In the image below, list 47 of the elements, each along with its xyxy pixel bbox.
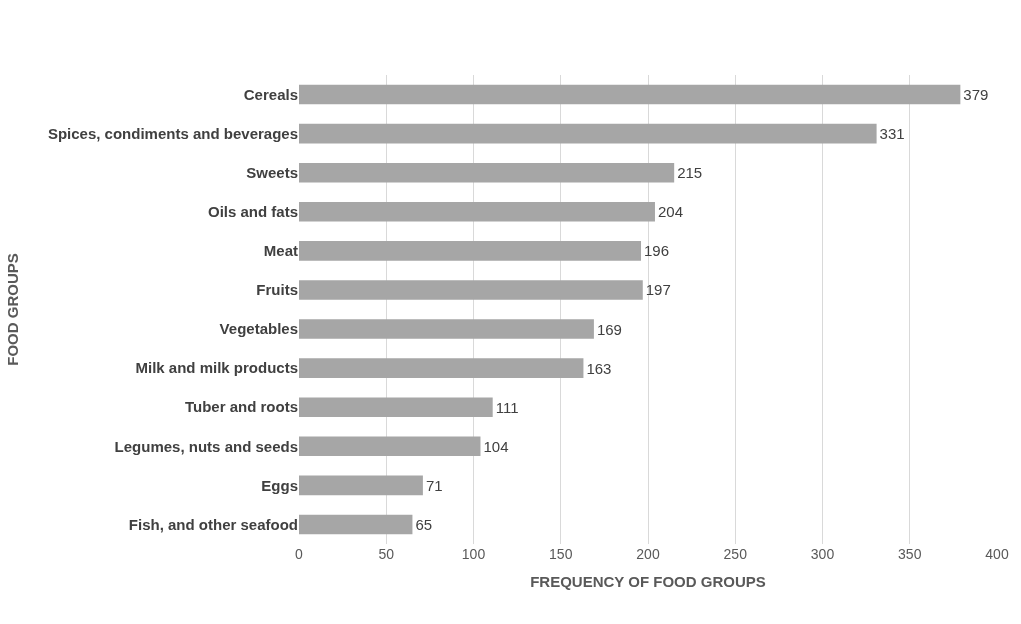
y-tick-label: Vegetables <box>219 320 298 338</box>
y-tick-label: Sweets <box>246 163 298 181</box>
x-tick-label: 150 <box>549 546 573 562</box>
bar <box>299 436 481 457</box>
y-axis-title: FOOD GROUPS <box>4 253 22 366</box>
x-tick-label: 0 <box>295 546 304 562</box>
bar <box>299 475 423 496</box>
x-tick-label: 200 <box>636 546 660 562</box>
y-tick-label: Legumes, nuts and seeds <box>114 437 298 455</box>
y-tick-label: Oils and fats <box>207 203 298 221</box>
data-label: 197 <box>645 281 671 299</box>
y-tick-label: Spices, condiments and beverages <box>47 124 298 142</box>
y-tick-label: Tuber and roots <box>184 398 298 416</box>
data-label: 104 <box>483 437 509 455</box>
bar <box>299 514 413 535</box>
bar <box>299 358 584 378</box>
x-tick-label: 400 <box>985 546 1009 562</box>
x-tick-label: 300 <box>810 546 835 562</box>
bar <box>299 280 643 300</box>
bar <box>299 202 655 222</box>
bar <box>299 123 877 144</box>
data-label: 215 <box>677 164 703 182</box>
bar <box>299 162 675 183</box>
data-label: 111 <box>495 398 519 416</box>
bar <box>299 84 961 105</box>
data-label: 163 <box>586 359 612 377</box>
data-label: 169 <box>596 320 622 338</box>
y-tick-label: Eggs <box>261 476 298 494</box>
y-tick-label: Fruits <box>256 281 298 299</box>
bar <box>299 241 642 261</box>
y-tick-label: Cereals <box>243 85 298 103</box>
y-tick-label: Fish, and other seafood <box>128 515 298 533</box>
y-tick-label: Milk and milk products <box>135 359 298 377</box>
data-label: 196 <box>644 242 670 260</box>
x-tick-label: 100 <box>461 546 486 562</box>
data-label: 65 <box>415 515 433 533</box>
data-label: 331 <box>879 125 905 143</box>
bar <box>299 319 594 339</box>
x-tick-label: 250 <box>723 546 748 562</box>
x-axis-title: FREQUENCY OF FOOD GROUPS <box>530 573 766 590</box>
bar <box>299 397 493 417</box>
data-label: 379 <box>963 86 989 104</box>
data-label: 71 <box>425 476 443 494</box>
x-tick-label: 350 <box>898 546 922 562</box>
y-tick-label: Meat <box>263 242 298 260</box>
data-label: 204 <box>657 203 684 221</box>
x-tick-label: 50 <box>378 546 395 562</box>
